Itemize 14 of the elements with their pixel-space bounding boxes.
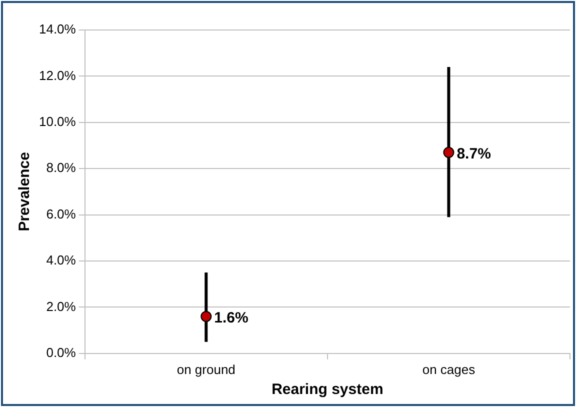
y-tick-label: 4.0%	[46, 252, 76, 268]
y-tick-label: 14.0%	[38, 22, 76, 37]
text: 1.6%	[214, 310, 248, 327]
text: 8.7%	[456, 146, 491, 163]
y-axis-title: Prevalence	[16, 152, 34, 232]
y-tick-label: 6.0%	[46, 206, 76, 222]
x-tick-label: on ground	[176, 362, 236, 377]
y-tick-label: 12.0%	[38, 68, 76, 83]
x-tick-label: on cages	[422, 362, 476, 377]
y-tick-label: 0.0%	[46, 344, 76, 360]
y-tick-label: 10.0%	[38, 114, 76, 129]
x-axis-title: Rearing system	[272, 381, 384, 398]
y-tick-label: 8.0%	[46, 160, 76, 176]
y-tick-label: 2.0%	[46, 298, 76, 314]
